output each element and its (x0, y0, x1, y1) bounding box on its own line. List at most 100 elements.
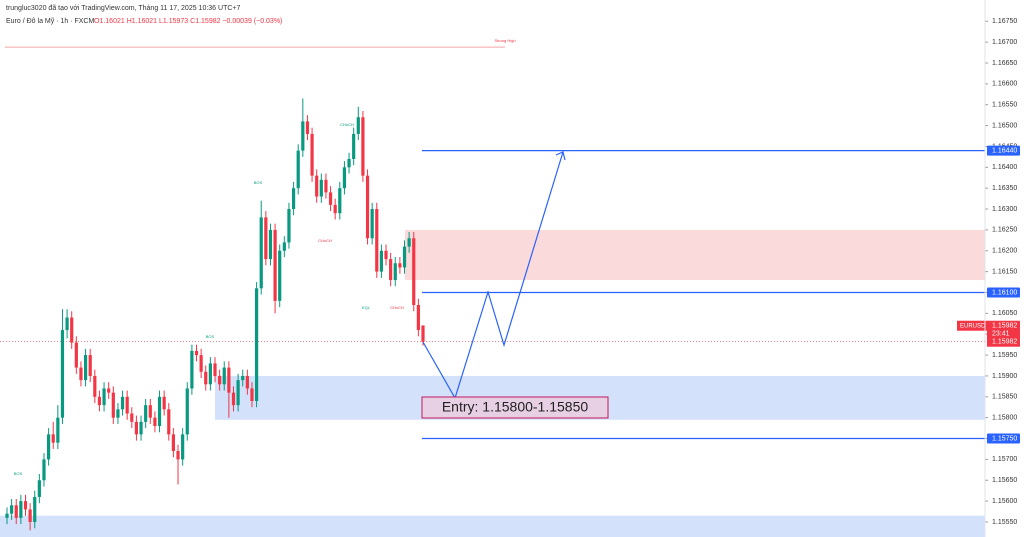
annotation: EQL (362, 305, 371, 310)
candle-body (245, 375, 249, 389)
projection-arrow (555, 151, 566, 161)
candle-body (171, 434, 175, 452)
candle-body (421, 325, 425, 342)
candle-body (42, 459, 46, 481)
candle-body (65, 317, 69, 331)
candle-body (324, 179, 328, 193)
candle-body (347, 158, 351, 168)
candle-body (60, 330, 65, 418)
candle-body (282, 242, 286, 251)
candle-body (213, 363, 217, 376)
candle-body (23, 501, 28, 510)
entry-label: Entry: 1.15800-1.15850 (442, 399, 589, 415)
y-tick-label: 1.15850 (992, 394, 1017, 401)
candle-body (398, 263, 402, 268)
candle-body (227, 367, 231, 393)
y-tick-label: 1.15650 (992, 477, 1017, 484)
candle-body (93, 375, 97, 397)
candle-body (338, 188, 342, 214)
candle-body (370, 209, 374, 239)
candle-body (37, 480, 41, 497)
candle-body (287, 209, 291, 243)
candle-body (97, 396, 102, 406)
price-tag (987, 320, 1020, 347)
y-tick-label: 1.16200 (992, 248, 1017, 255)
y-tick-label: 1.15700 (992, 456, 1017, 463)
candle-body (352, 133, 356, 159)
candle-body (116, 409, 120, 418)
candle-body (407, 238, 411, 247)
ohlc: O1.16021 H1.16021 L1.15973 C1.15982 −0.0… (94, 18, 282, 25)
y-tick-label: 1.16650 (992, 60, 1017, 67)
y-tick-label: 1.16300 (992, 206, 1017, 213)
candle-body (190, 350, 194, 389)
y-tick-label: 1.16750 (992, 18, 1017, 25)
price-label: 1.15982 (992, 339, 1017, 346)
y-tick-label: 1.16400 (992, 164, 1017, 171)
y-tick-label: 1.15900 (992, 373, 1017, 380)
level-tag (987, 287, 1020, 298)
candle-body (305, 121, 310, 134)
candle-body (162, 396, 166, 410)
candle-body (120, 396, 125, 410)
level-tag (987, 145, 1020, 156)
annotation: CHoCH (390, 305, 404, 310)
candle-body (167, 409, 171, 435)
y-tick-label: 1.15600 (992, 498, 1017, 505)
candle-body (301, 121, 305, 151)
candle-body (264, 217, 268, 260)
candle-body (148, 405, 152, 418)
level-label: 1.16100 (992, 289, 1017, 296)
countdown: 23:41 (992, 331, 1010, 338)
candle-body (130, 413, 134, 422)
candle-body (333, 204, 337, 214)
candle-body (5, 513, 9, 518)
candle-body (291, 188, 296, 210)
y-tick-label: 1.16150 (992, 268, 1017, 275)
y-tick-label: 1.16500 (992, 122, 1017, 129)
candle-body (51, 434, 55, 443)
candle-body (342, 167, 347, 189)
candle-body (273, 229, 277, 301)
strong-high-label: Strong High (494, 38, 515, 43)
candle-body (231, 392, 236, 406)
candle-body (79, 367, 83, 381)
candle-body (389, 259, 393, 280)
candle-body (259, 217, 263, 289)
candle-body (204, 371, 208, 385)
candle-body (218, 375, 222, 385)
candle-body (47, 434, 51, 460)
projection-path (422, 151, 564, 400)
candle-body (402, 246, 407, 268)
y-tick-label: 1.16600 (992, 81, 1017, 88)
candle-body (241, 375, 245, 381)
candle-body (416, 305, 420, 331)
candle-body (255, 288, 259, 401)
candle-body (393, 263, 397, 280)
candle-body (328, 192, 333, 205)
candle-body (28, 509, 32, 522)
annotation: BOS (206, 334, 215, 339)
candle-body (153, 417, 157, 427)
candle-body (222, 367, 226, 385)
symbol-label: EURUSD (960, 323, 986, 329)
candle-body (365, 175, 370, 239)
candle-body (139, 421, 143, 435)
candle-body (361, 117, 365, 176)
candle-body (268, 229, 273, 260)
candle-body (375, 209, 379, 272)
candle-body (181, 434, 185, 460)
level-label: 1.15750 (992, 435, 1017, 442)
level-tag (987, 433, 1020, 444)
candle-body (125, 396, 129, 414)
candle-body (19, 501, 23, 518)
candle-body (250, 388, 254, 401)
candle-body (102, 388, 106, 406)
symbol-tag (957, 320, 987, 331)
candle-body (56, 417, 60, 443)
y-tick-label: 1.16550 (992, 102, 1017, 109)
symbol: Euro / Đô la Mỹ · 1h · FXCM (6, 18, 94, 25)
y-tick-label: 1.15800 (992, 415, 1017, 422)
candle-body (111, 392, 115, 418)
candle-body (107, 388, 111, 393)
